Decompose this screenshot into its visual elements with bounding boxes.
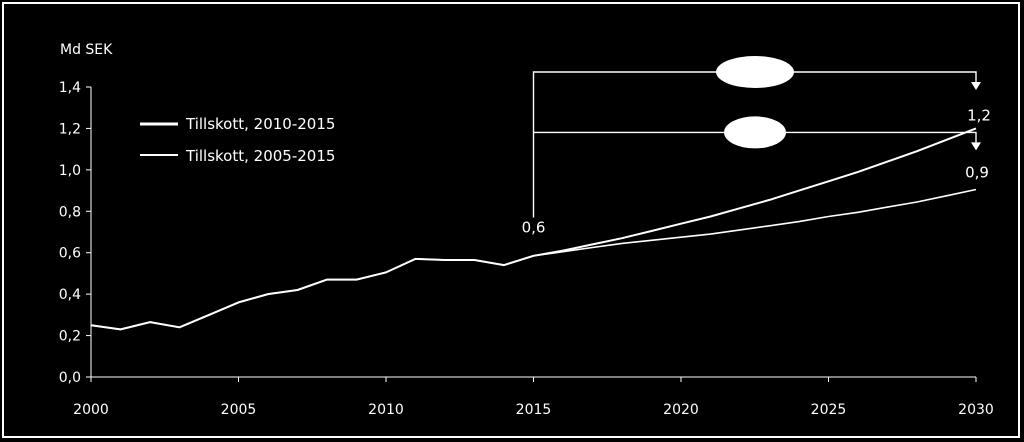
x-tick-label: 2010 [368,402,404,418]
projection-brackets [532,56,981,218]
bracket-upper-bubble [716,56,794,88]
bracket-lower-arrow [971,142,981,151]
x-tick-label: 2025 [811,402,847,418]
bracket-lower [533,131,977,143]
y-tick-label: 0,0 [59,370,81,386]
y-tick-label: 1,2 [59,121,81,137]
series-line-2 [90,188,977,331]
x-tick-label: 2020 [663,402,699,418]
y-tick-label: 0,2 [59,329,81,345]
legend: Tillskott, 2010-2015 Tillskott, 2005-201… [140,115,335,165]
series-lines [90,127,977,331]
y-axis-ticks: 0,0 0,2 0,4 0,6 0,8 1,0 1,2 1,4 [59,80,91,386]
value-annotation: 0,9 [965,164,989,182]
x-axis-ticks: 2000 2005 2010 2015 2020 2025 2030 [73,377,994,418]
value-annotation: 0,6 [522,219,546,237]
y-tick-label: 0,6 [59,246,81,262]
x-tick-label: 2005 [221,402,257,418]
bracket-lower-bubble [724,116,786,149]
y-tick-label: 1,0 [59,163,81,179]
x-tick-label: 2000 [73,402,109,418]
y-axis-unit-label: Md SEK [60,42,113,58]
y-tick-label: 0,4 [59,287,81,303]
y-tick-label: 1,4 [59,80,81,96]
bracket-upper-arrow [971,82,981,90]
x-tick-label: 2030 [958,402,994,418]
x-tick-label: 2015 [516,402,552,418]
value-annotation: 1,2 [967,106,991,124]
y-tick-label: 0,8 [59,204,81,220]
legend-label-series-1: Tillskott, 2010-2015 [185,115,335,133]
legend-label-series-2: Tillskott, 2005-2015 [185,147,335,165]
value-annotations: 0,6 1,2 0,9 [522,106,991,236]
